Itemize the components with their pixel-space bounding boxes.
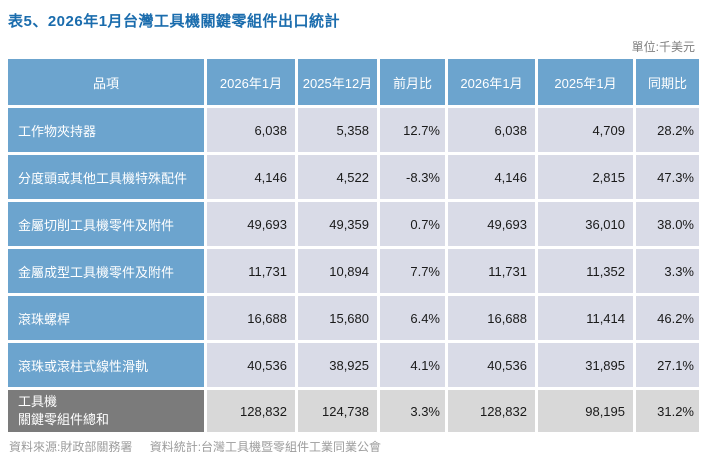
source-footer: 資料來源:財政部關務署 資料統計:台灣工具機暨零組件工業同業公會 <box>8 438 697 452</box>
total-label-line2: 關鍵零組件總和 <box>18 412 110 427</box>
table-row: 滾珠或滾柱式線性滑軌 40,536 38,925 4.1% 40,536 31,… <box>8 343 699 387</box>
cell-value: 3.3% <box>636 249 699 293</box>
total-row: 工具機 關鍵零組件總和 128,832 124,738 3.3% 128,832… <box>8 390 699 432</box>
table-row: 工作物夾持器 6,038 5,358 12.7% 6,038 4,709 28.… <box>8 108 699 152</box>
page-title: 表5、2026年1月台灣工具機關鍵零組件出口統計 <box>8 13 341 30</box>
export-stats-table: 品項 2026年1月 2025年12月 前月比 2026年1月 2025年1月 … <box>5 56 702 435</box>
cell-value: 6.4% <box>380 296 445 340</box>
col-header-2026-01-cum: 2026年1月 <box>448 59 535 105</box>
total-cell-value: 98,195 <box>538 390 633 432</box>
row-label: 滾珠螺桿 <box>8 296 204 340</box>
cell-value: 38.0% <box>636 202 699 246</box>
cell-value: 4.1% <box>380 343 445 387</box>
row-label: 滾珠或滾柱式線性滑軌 <box>8 343 204 387</box>
cell-value: 49,693 <box>448 202 535 246</box>
cell-value: 4,146 <box>448 155 535 199</box>
row-label: 金屬成型工具機零件及附件 <box>8 249 204 293</box>
total-row-label: 工具機 關鍵零組件總和 <box>8 390 204 432</box>
cell-value: 11,352 <box>538 249 633 293</box>
cell-value: 36,010 <box>538 202 633 246</box>
cell-value: 10,894 <box>298 249 377 293</box>
table-row: 金屬切削工具機零件及附件 49,693 49,359 0.7% 49,693 3… <box>8 202 699 246</box>
cell-value: 46.2% <box>636 296 699 340</box>
cell-value: 16,688 <box>207 296 295 340</box>
col-header-2025-12: 2025年12月 <box>298 59 377 105</box>
cell-value: 31,895 <box>538 343 633 387</box>
total-cell-value: 128,832 <box>207 390 295 432</box>
col-header-item: 品項 <box>8 59 204 105</box>
total-cell-value: 128,832 <box>448 390 535 432</box>
cell-value: 5,358 <box>298 108 377 152</box>
cell-value: 4,522 <box>298 155 377 199</box>
cell-value: 16,688 <box>448 296 535 340</box>
cell-value: 12.7% <box>380 108 445 152</box>
cell-value: 40,536 <box>207 343 295 387</box>
cell-value: 38,925 <box>298 343 377 387</box>
col-header-2026-01: 2026年1月 <box>207 59 295 105</box>
cell-value: 6,038 <box>207 108 295 152</box>
cell-value: 2,815 <box>538 155 633 199</box>
cell-value: 28.2% <box>636 108 699 152</box>
cell-value: 7.7% <box>380 249 445 293</box>
cell-value: 4,709 <box>538 108 633 152</box>
row-label: 分度頭或其他工具機特殊配件 <box>8 155 204 199</box>
data-statistics-label: 資料統計:台灣工具機暨零組件工業同業公會 <box>149 440 382 452</box>
cell-value: 49,359 <box>298 202 377 246</box>
cell-value: 0.7% <box>380 202 445 246</box>
table-row: 滾珠螺桿 16,688 15,680 6.4% 16,688 11,414 46… <box>8 296 699 340</box>
col-header-mom: 前月比 <box>380 59 445 105</box>
col-header-2025-01: 2025年1月 <box>538 59 633 105</box>
row-label: 工作物夾持器 <box>8 108 204 152</box>
cell-value: 47.3% <box>636 155 699 199</box>
cell-value: 6,038 <box>448 108 535 152</box>
cell-value: 11,414 <box>538 296 633 340</box>
cell-value: 40,536 <box>448 343 535 387</box>
cell-value: 49,693 <box>207 202 295 246</box>
cell-value: -8.3% <box>380 155 445 199</box>
total-label-line1: 工具機 <box>18 394 58 410</box>
total-cell-value: 31.2% <box>636 390 699 432</box>
unit-label: 單位:千美元 <box>631 40 695 54</box>
data-source-label: 資料來源:財政部關務署 <box>9 440 133 452</box>
cell-value: 11,731 <box>448 249 535 293</box>
cell-value: 4,146 <box>207 155 295 199</box>
total-cell-value: 3.3% <box>380 390 445 432</box>
header-row: 品項 2026年1月 2025年12月 前月比 2026年1月 2025年1月 … <box>8 59 699 105</box>
table-row: 金屬成型工具機零件及附件 11,731 10,894 7.7% 11,731 1… <box>8 249 699 293</box>
total-cell-value: 124,738 <box>298 390 377 432</box>
col-header-yoy: 同期比 <box>636 59 699 105</box>
cell-value: 15,680 <box>298 296 377 340</box>
table-row: 分度頭或其他工具機特殊配件 4,146 4,522 -8.3% 4,146 2,… <box>8 155 699 199</box>
cell-value: 11,731 <box>207 249 295 293</box>
cell-value: 27.1% <box>636 343 699 387</box>
row-label: 金屬切削工具機零件及附件 <box>8 202 204 246</box>
